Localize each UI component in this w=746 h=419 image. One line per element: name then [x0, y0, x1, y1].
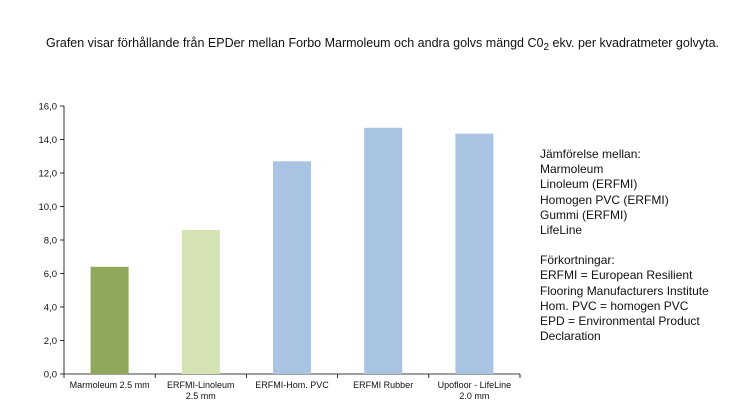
- y-tick-label: 0,0: [44, 370, 57, 381]
- x-tick-label: ERFMI Rubber: [353, 380, 413, 390]
- abbreviation-line-1: ERFMI = European Resilient: [540, 268, 693, 283]
- comparison-line-3: Homogen PVC (ERFMI): [540, 192, 669, 207]
- bar: [364, 127, 403, 375]
- y-tick-label: 4,0: [44, 303, 57, 314]
- bar-chart: 0,0 2,0 4,0 6,0 8,0 10,0 12,0 14,0 16,0 Marmoleum…: [39, 102, 521, 401]
- comparison-list: Jämförelse mellan: Marmoleum Linoleum (ERF…: [540, 147, 740, 238]
- x-tick-label: Upofloor - LifeLine: [438, 380, 512, 390]
- y-tick-label: 10,0: [39, 202, 58, 213]
- x-tick-label: 2.0 mm: [459, 391, 489, 401]
- chart-title-subscript: 2: [543, 42, 550, 53]
- chart-title-end: ekv. per kvadratmeter golvyta.: [549, 36, 720, 50]
- abbreviation-line-4: EPD = Environmental Product: [540, 314, 700, 329]
- y-tick-label: 6,0: [44, 269, 57, 280]
- y-tick-label: 2,0: [44, 336, 57, 347]
- chart-title-main: Grafen visar förhållande från EPDer mell…: [46, 36, 544, 50]
- x-tick-label: 2.5 mm: [186, 391, 216, 401]
- bar: [181, 229, 220, 374]
- y-tick-label: 12,0: [39, 169, 58, 180]
- bar: [273, 161, 311, 374]
- comparison-line-0: Jämförelse mellan:: [540, 147, 641, 161]
- abbreviation-line-2: Flooring Manufacturers Institute: [540, 283, 709, 298]
- chart-title: Grafen visar förhållande från EPDer mell…: [46, 36, 736, 53]
- bar: [455, 133, 494, 374]
- comparison-line-5: LifeLine: [540, 223, 583, 238]
- comparison-line-2: Linoleum (ERFMI): [540, 177, 638, 192]
- x-tick-label: Marmoleum 2.5 mm: [70, 380, 150, 390]
- x-tick-label: ERFMI-Linoleum: [167, 380, 235, 390]
- y-tick-label: 16,0: [39, 102, 58, 113]
- y-tick-label: 8,0: [44, 236, 57, 247]
- bar: [90, 266, 129, 374]
- abbreviation-line-5: Declaration: [540, 329, 601, 344]
- x-tick-label: ERFMI-Hom. PVC: [255, 380, 329, 390]
- comparison-line-1: Marmoleum: [540, 162, 604, 177]
- y-tick-label: 14,0: [39, 135, 58, 146]
- side-note: Jämförelse mellan: Marmoleum Linoleum (ERF…: [540, 147, 740, 344]
- abbreviation-list: Förkortningar: ERFMI = European Resilient…: [540, 253, 740, 344]
- abbreviation-line-3: Hom. PVC = homogen PVC: [540, 298, 689, 313]
- comparison-line-4: Gummi (ERFMI): [540, 207, 628, 222]
- abbreviation-line-0: Förkortningar:: [540, 253, 615, 268]
